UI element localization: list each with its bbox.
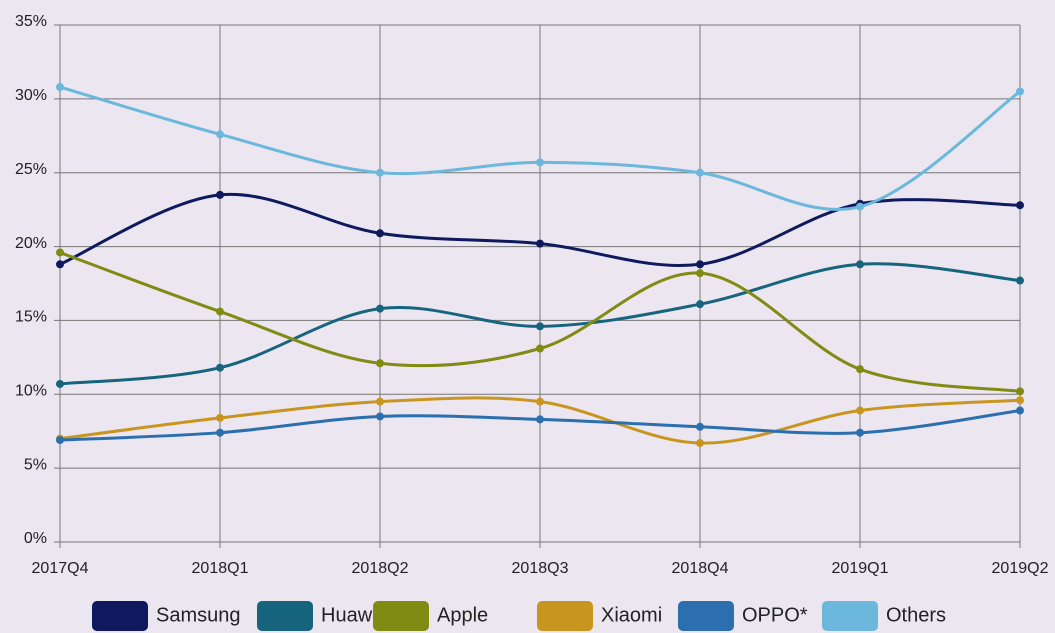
data-point	[536, 322, 544, 330]
data-point	[56, 83, 64, 91]
data-point	[216, 364, 224, 372]
data-point	[536, 240, 544, 248]
data-point	[696, 423, 704, 431]
data-point	[1016, 387, 1024, 395]
data-point	[856, 203, 864, 211]
y-tick-label: 15%	[15, 309, 47, 326]
legend-label: OPPO*	[742, 604, 808, 626]
legend-swatch	[537, 601, 593, 631]
legend-swatch	[373, 601, 429, 631]
data-point	[536, 158, 544, 166]
x-tick-label: 2018Q4	[672, 560, 729, 577]
y-tick-label: 0%	[24, 530, 47, 547]
x-tick-label: 2018Q1	[192, 560, 249, 577]
y-tick-label: 30%	[15, 87, 47, 104]
data-point	[376, 398, 384, 406]
data-point	[56, 260, 64, 268]
y-tick-label: 35%	[15, 13, 47, 30]
legend-swatch	[257, 601, 313, 631]
y-tick-label: 10%	[15, 383, 47, 400]
legend-swatch	[822, 601, 878, 631]
data-point	[1016, 407, 1024, 415]
data-point	[376, 359, 384, 367]
data-point	[216, 130, 224, 138]
data-point	[536, 344, 544, 352]
data-point	[376, 169, 384, 177]
chart: 0% 5% 10% 15% 20% 25% 30% 35% 2017Q4 2018Q1 2018Q2…	[0, 0, 1055, 633]
x-tick-label: 2018Q2	[352, 560, 409, 577]
x-tick-label: 2019Q1	[832, 560, 889, 577]
data-point	[376, 412, 384, 420]
x-tick-label: 2018Q3	[512, 560, 569, 577]
data-point	[536, 398, 544, 406]
y-tick-label: 5%	[24, 456, 47, 473]
y-tick-label: 25%	[15, 161, 47, 178]
data-point	[856, 365, 864, 373]
data-point	[856, 429, 864, 437]
data-point	[216, 414, 224, 422]
legend-label: Samsung	[156, 604, 241, 626]
data-point	[56, 380, 64, 388]
data-point	[696, 300, 704, 308]
x-tick-label: 2019Q2	[992, 560, 1049, 577]
data-point	[696, 439, 704, 447]
data-point	[56, 248, 64, 256]
data-point	[216, 191, 224, 199]
data-point	[696, 260, 704, 268]
data-point	[56, 436, 64, 444]
legend-label: Xiaomi	[601, 604, 662, 626]
data-point	[376, 305, 384, 313]
page: 0% 5% 10% 15% 20% 25% 30% 35% 2017Q4 2018Q1 2018Q2…	[0, 0, 1055, 633]
legend-label: Others	[886, 604, 946, 626]
data-point	[1016, 201, 1024, 209]
data-point	[1016, 277, 1024, 285]
legend-swatch	[678, 601, 734, 631]
data-point	[376, 229, 384, 237]
data-point	[696, 269, 704, 277]
x-tick-label: 2017Q4	[32, 560, 89, 577]
data-point	[856, 260, 864, 268]
legend-label: Apple	[437, 604, 488, 626]
y-tick-label: 20%	[15, 235, 47, 252]
data-point	[856, 407, 864, 415]
data-point	[216, 308, 224, 316]
data-point	[216, 429, 224, 437]
data-point	[536, 415, 544, 423]
data-point	[1016, 87, 1024, 95]
data-point	[1016, 396, 1024, 404]
data-point	[696, 169, 704, 177]
legend-swatch	[92, 601, 148, 631]
